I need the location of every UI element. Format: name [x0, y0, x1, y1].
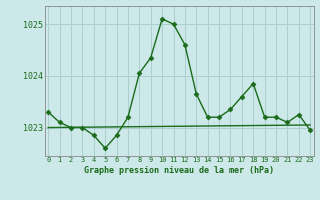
X-axis label: Graphe pression niveau de la mer (hPa): Graphe pression niveau de la mer (hPa) — [84, 166, 274, 175]
